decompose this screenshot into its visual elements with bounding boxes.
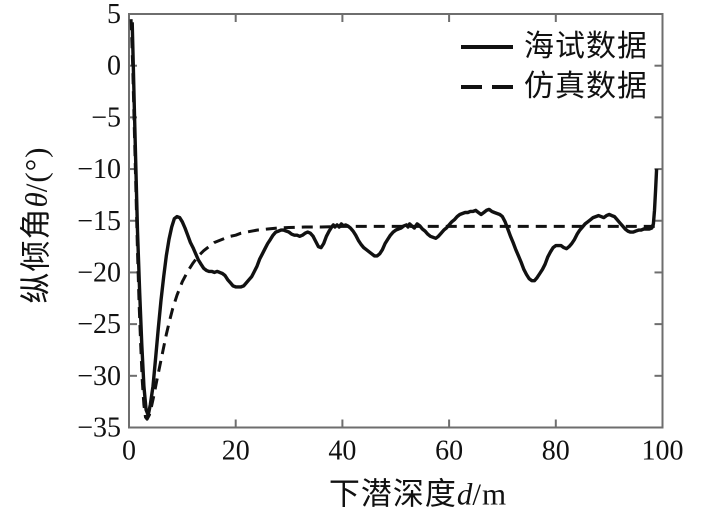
y-tick-label: 5 xyxy=(107,0,121,30)
legend-item-simulation: 仿真数据 xyxy=(461,67,648,107)
x-tick-label: 80 xyxy=(542,436,570,467)
y-axis-symbol: θ xyxy=(18,192,54,208)
series-line-simulation xyxy=(129,19,660,421)
y-tick-label: −5 xyxy=(91,102,121,133)
y-tick-label: −25 xyxy=(77,309,121,340)
x-tick-label: 20 xyxy=(222,436,250,467)
legend-label-simulation: 仿真数据 xyxy=(524,70,648,103)
y-tick-label: −30 xyxy=(77,361,121,392)
x-tick-label: 100 xyxy=(642,436,684,467)
y-tick-label: 0 xyxy=(107,51,121,82)
x-tick-label: 40 xyxy=(328,436,356,467)
y-tick-label: −20 xyxy=(77,257,121,288)
dashed-line-swatch xyxy=(461,85,513,89)
x-tick-label: 60 xyxy=(435,436,463,467)
y-tick-label: −35 xyxy=(77,413,121,444)
legend-item-sea-trial: 海试数据 xyxy=(461,27,648,67)
legend: 海试数据 仿真数据 xyxy=(461,27,648,107)
x-axis-symbol: d xyxy=(456,476,473,512)
x-axis-unit: /m xyxy=(472,476,508,512)
y-axis-unit: /(°) xyxy=(18,146,54,193)
y-axis-title: 纵倾角θ/(°) xyxy=(11,147,56,304)
series-line-sea-trial xyxy=(130,22,659,417)
legend-label-sea-trial: 海试数据 xyxy=(524,30,648,63)
solid-line-swatch xyxy=(461,45,513,49)
y-axis-title-text: 纵倾角 xyxy=(18,207,54,304)
y-tick-label: −10 xyxy=(77,154,121,185)
x-tick-label: 0 xyxy=(122,436,136,467)
x-axis-title: 下潜深度d/m xyxy=(329,469,507,513)
x-axis-title-text: 下潜深度 xyxy=(328,476,457,512)
y-tick-label: −15 xyxy=(77,206,121,237)
